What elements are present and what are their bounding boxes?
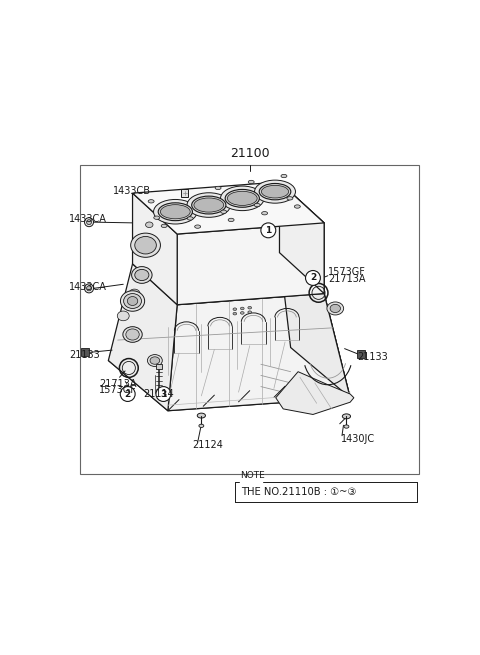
Circle shape [156, 386, 171, 402]
Ellipse shape [281, 174, 287, 178]
Ellipse shape [225, 189, 259, 207]
Ellipse shape [120, 291, 144, 311]
Text: 1433CA: 1433CA [69, 282, 107, 292]
Text: 1573GF: 1573GF [99, 385, 137, 396]
Polygon shape [177, 223, 324, 305]
Ellipse shape [228, 191, 257, 206]
Ellipse shape [181, 193, 188, 196]
Ellipse shape [131, 233, 160, 257]
Polygon shape [279, 182, 324, 293]
Ellipse shape [233, 308, 237, 310]
Text: 21133: 21133 [358, 352, 388, 362]
Text: 1433CA: 1433CA [69, 214, 107, 224]
Ellipse shape [123, 327, 142, 343]
Ellipse shape [199, 424, 204, 428]
Ellipse shape [84, 284, 94, 293]
Text: 1: 1 [265, 226, 272, 235]
Ellipse shape [233, 312, 237, 315]
Text: 21713A: 21713A [328, 274, 365, 284]
Ellipse shape [154, 200, 197, 224]
Ellipse shape [221, 210, 227, 214]
Ellipse shape [84, 217, 94, 227]
Text: 21100: 21100 [230, 147, 270, 160]
Text: 21114: 21114 [144, 389, 174, 399]
Ellipse shape [135, 236, 156, 254]
Ellipse shape [248, 311, 252, 314]
Ellipse shape [259, 183, 291, 200]
Ellipse shape [161, 224, 167, 227]
Ellipse shape [240, 312, 244, 314]
Polygon shape [279, 182, 350, 398]
Ellipse shape [330, 305, 340, 312]
Bar [357, 350, 365, 358]
Ellipse shape [262, 185, 288, 198]
Ellipse shape [248, 307, 252, 309]
Ellipse shape [145, 222, 153, 227]
Text: 21124: 21124 [192, 440, 223, 451]
Text: 1430JC: 1430JC [341, 434, 375, 443]
Ellipse shape [215, 186, 221, 189]
Ellipse shape [254, 180, 296, 203]
Ellipse shape [127, 297, 138, 305]
Ellipse shape [327, 302, 344, 315]
Text: 2: 2 [125, 390, 131, 398]
Text: 21713A: 21713A [99, 379, 136, 388]
Text: 1573GF: 1573GF [328, 267, 366, 277]
Circle shape [120, 386, 135, 402]
Ellipse shape [262, 212, 267, 215]
Bar [181, 189, 189, 197]
Ellipse shape [150, 357, 160, 364]
Polygon shape [168, 293, 350, 411]
Text: THE NO.21110B : ①~③: THE NO.21110B : ①~③ [241, 487, 357, 497]
Polygon shape [132, 193, 177, 305]
Ellipse shape [147, 354, 162, 367]
Polygon shape [279, 253, 350, 398]
Ellipse shape [126, 329, 139, 340]
Ellipse shape [240, 307, 244, 310]
Ellipse shape [117, 311, 129, 321]
Ellipse shape [148, 200, 154, 203]
Ellipse shape [294, 205, 300, 208]
Polygon shape [132, 182, 324, 234]
Polygon shape [276, 371, 354, 415]
Ellipse shape [86, 219, 92, 225]
Ellipse shape [187, 193, 230, 217]
Text: 1433CB: 1433CB [113, 186, 151, 196]
Bar [81, 348, 89, 356]
Circle shape [306, 271, 321, 286]
Ellipse shape [195, 225, 201, 229]
Bar [156, 364, 162, 369]
Polygon shape [108, 264, 177, 411]
Text: 2: 2 [310, 273, 316, 282]
Ellipse shape [248, 180, 254, 183]
Text: 21133: 21133 [69, 350, 100, 360]
Text: NOTE: NOTE [240, 472, 265, 480]
Ellipse shape [86, 286, 92, 291]
Ellipse shape [342, 414, 350, 419]
Ellipse shape [158, 203, 192, 221]
Ellipse shape [192, 196, 226, 214]
Ellipse shape [129, 289, 140, 298]
Ellipse shape [228, 218, 234, 221]
Text: 3: 3 [160, 390, 167, 398]
Ellipse shape [160, 204, 190, 219]
Ellipse shape [254, 203, 260, 207]
Ellipse shape [197, 413, 205, 418]
Ellipse shape [124, 293, 142, 309]
Ellipse shape [187, 217, 193, 220]
Ellipse shape [132, 267, 152, 284]
Polygon shape [108, 348, 350, 411]
Ellipse shape [220, 186, 264, 211]
Ellipse shape [287, 196, 293, 200]
Ellipse shape [344, 425, 349, 428]
Ellipse shape [154, 216, 160, 219]
Ellipse shape [194, 198, 224, 212]
Ellipse shape [135, 269, 149, 280]
Circle shape [261, 223, 276, 238]
